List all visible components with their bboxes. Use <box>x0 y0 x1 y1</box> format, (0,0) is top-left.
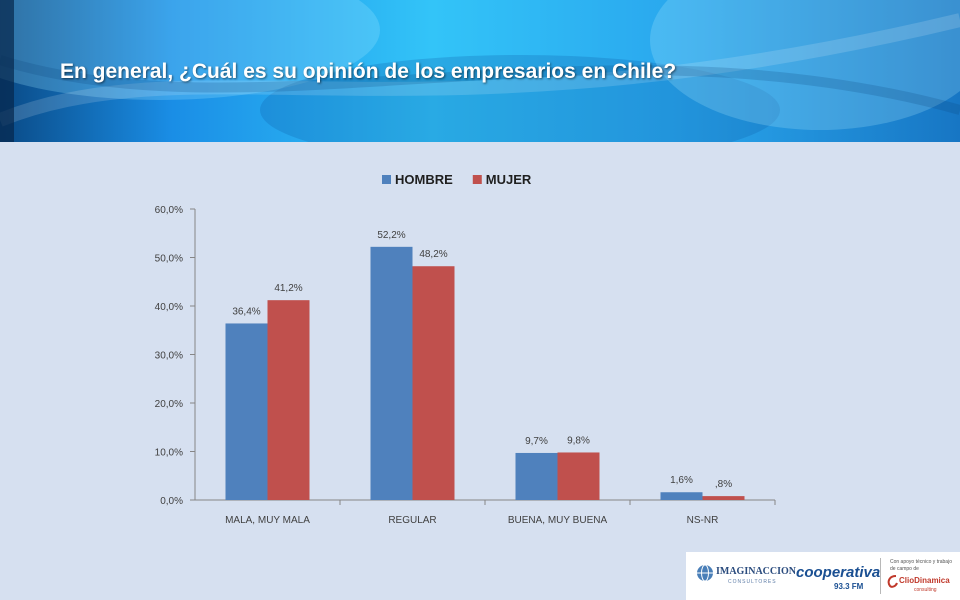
support-text-line2: de campo de <box>890 566 919 572</box>
bar-mujer <box>557 452 600 500</box>
data-label: 41,2% <box>274 283 302 294</box>
x-tick-label: REGULAR <box>388 515 436 526</box>
cooperativa-logo: cooperativa <box>796 564 881 581</box>
x-tick-label: NS-NR <box>687 515 719 526</box>
y-tick-label: 60,0% <box>155 205 183 216</box>
data-label: 9,8% <box>567 435 590 446</box>
y-tick-label: 10,0% <box>155 448 183 459</box>
bar-mujer <box>702 496 745 500</box>
y-tick-label: 30,0% <box>155 351 183 362</box>
imaginaccion-subtitle: CONSULTORES <box>728 579 777 585</box>
y-tick-label: 50,0% <box>155 254 183 265</box>
cliodinamica-logo: ClioDinamica <box>899 576 950 585</box>
data-label: ,8% <box>715 479 732 490</box>
globe-icon <box>697 564 713 582</box>
logo-strip: IMAGINACCION CONSULTORES cooperativa 93.… <box>686 552 960 600</box>
x-tick-label: MALA, MUY MALA <box>225 515 310 526</box>
data-label: 48,2% <box>419 249 447 260</box>
data-label: 36,4% <box>232 306 260 317</box>
bar-hombre <box>660 492 703 500</box>
legend-swatch-mujer <box>472 175 482 184</box>
bar-hombre <box>515 452 558 500</box>
legend-swatch-hombre <box>382 175 391 184</box>
support-text-line1: Con apoyo técnico y trabajo <box>890 559 952 565</box>
x-tick-label: BUENA, MUY BUENA <box>508 515 608 526</box>
banner-decoration <box>0 0 960 142</box>
data-label: 9,7% <box>525 436 548 447</box>
logo-divider <box>880 558 881 594</box>
bar-chart: 0,0% 10,0% 20,0% 30,0% 40,0% 50,0% 60,0% 36,4% 4… <box>155 172 776 526</box>
cliodinamica-subtitle: consulting <box>914 587 937 593</box>
bar-mujer <box>412 266 455 500</box>
legend-label-hombre: HOMBRE <box>395 172 453 187</box>
imaginaccion-logo: IMAGINACCION <box>716 566 796 577</box>
cooperativa-frequency: 93.3 FM <box>834 582 864 591</box>
page-title: En general, ¿Cuál es su opinión de los e… <box>60 60 677 83</box>
data-label: 1,6% <box>670 475 693 486</box>
cliodinamica-mark-icon <box>887 575 898 588</box>
header-banner: En general, ¿Cuál es su opinión de los e… <box>0 0 960 142</box>
legend-label-mujer: MUJER <box>486 172 532 187</box>
y-tick-label: 0,0% <box>160 496 183 507</box>
bar-hombre <box>370 246 413 500</box>
y-tick-label: 20,0% <box>155 399 183 410</box>
bar-hombre <box>225 323 268 500</box>
data-label: 52,2% <box>377 230 405 241</box>
bar-mujer <box>267 300 310 500</box>
y-tick-label: 40,0% <box>155 302 183 313</box>
